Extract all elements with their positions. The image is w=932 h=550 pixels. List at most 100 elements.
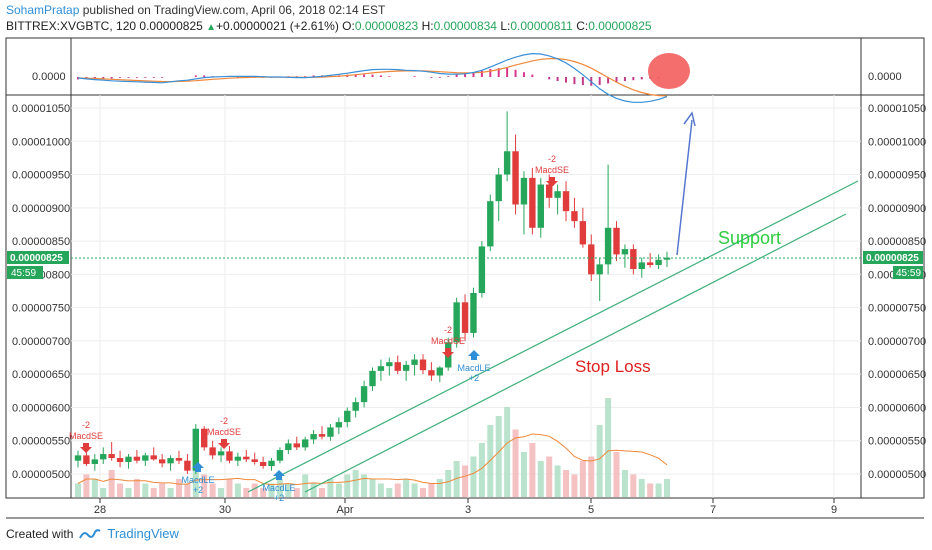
open-label: O:: [342, 19, 355, 33]
tradingview-link[interactable]: TradingView: [107, 526, 179, 541]
volume-bar: [428, 483, 435, 497]
candle-body: [83, 455, 90, 465]
signal-label: MacdSE: [535, 165, 569, 175]
short-arrow-icon: [546, 177, 558, 187]
volume-bar: [302, 474, 309, 497]
x-tick-label: 7: [710, 504, 716, 516]
candle-body: [352, 402, 359, 411]
up-arrow-icon: ▲: [206, 22, 217, 33]
candle-body: [108, 454, 115, 459]
signal-label: MacdLE: [457, 363, 490, 373]
support-trendline: [247, 180, 859, 493]
target-arrow-head: [683, 111, 696, 127]
candle-body: [461, 302, 469, 333]
candle-body: [74, 455, 82, 461]
volume-bar: [478, 443, 485, 497]
candle-body: [646, 262, 654, 266]
open-value: 0.00000823: [354, 19, 419, 33]
volume-bar: [133, 479, 140, 497]
long-arrow-icon: [273, 470, 285, 480]
signal-qty: +2: [193, 485, 203, 495]
created-with-text: Created with: [6, 526, 74, 541]
candle-body: [436, 367, 444, 376]
volume-bar: [159, 483, 166, 497]
candle-body: [596, 264, 603, 275]
x-tick-label: 9: [831, 504, 837, 516]
volume-bar: [100, 488, 107, 497]
candle-body: [268, 460, 275, 467]
price-badge-left: [7, 251, 69, 264]
strategy-signals: -2MacdSEMacdLE+2-2MacdSEMacdLE+2-2MacdSE…: [69, 154, 569, 503]
volume-bar: [125, 488, 132, 497]
footer: Created with TradingView: [6, 526, 179, 541]
timer-badge-right-text: 45:59: [896, 268, 921, 279]
y-tick-label: 0.00001050: [868, 103, 926, 115]
candle-body: [663, 257, 671, 260]
timer-badge-right: [893, 266, 923, 279]
y-tick-label: 0.00000550: [12, 436, 70, 448]
candle-body: [529, 177, 536, 228]
y-axis-right: 0.00001050 0.00001000 0.00000950 0.00000900…: [868, 103, 926, 481]
macd-panel: [5, 37, 925, 96]
candle-body: [167, 458, 174, 464]
volume-bar: [419, 488, 426, 497]
candle-body: [520, 177, 528, 205]
volume-bar: [630, 474, 637, 497]
volume-bar: [234, 483, 241, 497]
volume-bar: [655, 483, 662, 497]
candle-body: [150, 455, 157, 460]
y-tick-label: 0.00000750: [12, 303, 70, 315]
publish-info: SohamPratap published on TradingView.com…: [6, 3, 385, 17]
candle-body: [562, 191, 570, 212]
volume-bar: [520, 452, 527, 497]
candle-body: [217, 451, 225, 456]
candlesticks: [74, 111, 671, 474]
y-tick-label: 0.00000850: [868, 236, 926, 248]
candle-body: [142, 455, 149, 461]
candle-body: [554, 191, 561, 198]
candle-body: [209, 447, 216, 456]
volume-bar: [352, 470, 359, 497]
signal-label: MacdSE: [207, 427, 241, 437]
y-tick-label: 0.00001050: [12, 103, 70, 115]
candle-body: [386, 362, 393, 367]
volume-bar: [436, 479, 443, 497]
candle-body: [327, 427, 334, 437]
y-axis-left: 0.00001050 0.00001000 0.00000950 0.00000900…: [12, 103, 70, 481]
signal-label: MacdLE: [262, 483, 295, 493]
signal-qty: +2: [274, 493, 284, 503]
y-tick-label: 0.00000500: [868, 469, 926, 481]
volume-bar: [75, 483, 81, 497]
volume-bar: [192, 456, 199, 497]
volume-bar: [512, 429, 519, 497]
volume-bar: [243, 488, 250, 497]
macd-tick-right: 0.0000: [868, 71, 902, 83]
volume-bar: [361, 474, 368, 497]
short-arrow-icon: [218, 439, 230, 449]
volume-bar: [327, 479, 334, 497]
volume-bar: [563, 470, 570, 497]
author-link[interactable]: SohamPratap: [6, 3, 80, 17]
x-tick-label: Apr: [336, 504, 353, 516]
candle-body: [301, 439, 309, 448]
candle-body: [428, 370, 435, 376]
volume-bar: [201, 474, 208, 497]
price-badge-right: [863, 251, 923, 264]
volume-bar: [394, 483, 401, 497]
x-tick-label: 30: [219, 504, 231, 516]
volume-bar: [150, 488, 157, 497]
volume-bar: [377, 483, 384, 497]
candle-body: [259, 462, 267, 467]
volume-bar: [638, 479, 645, 497]
signal-label: MacdSE: [69, 431, 103, 441]
candle-body: [470, 292, 477, 333]
symbol-legend: BITTREX:XVGBTC, 120 0.00000825 ▲+0.00000…: [6, 19, 652, 33]
volume-bar: [462, 465, 469, 497]
volume-bar: [260, 488, 267, 497]
candle-body: [201, 428, 208, 448]
volume-bar: [529, 443, 536, 497]
volume-bar: [268, 483, 275, 497]
volume-bar: [605, 398, 612, 497]
macd-indicator: [77, 52, 668, 103]
